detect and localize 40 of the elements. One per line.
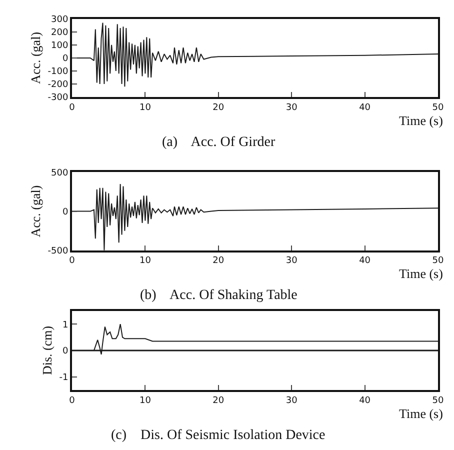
y-tick-label: 1	[62, 320, 68, 330]
x-tick-label: 0	[69, 396, 76, 406]
y-tick-label: 100	[51, 41, 68, 52]
x-tick-label: 10	[139, 102, 152, 113]
y-tick-label: 300	[51, 15, 68, 26]
x-tick-label: 20	[212, 396, 224, 406]
x-tick-label: 40	[359, 256, 371, 266]
y-axis-title: Acc. (gal)	[28, 32, 44, 84]
x-tick-label: 30	[286, 396, 298, 406]
x-tick-label: 40	[359, 102, 371, 113]
x-axis-title: Time (s)	[399, 113, 443, 128]
y-tick-label: 0	[62, 54, 68, 64]
x-tick-label: 30	[286, 256, 298, 266]
x-tick-label: 10	[139, 256, 152, 266]
x-tick-label: 20	[212, 256, 224, 266]
y-tick-label: 0	[62, 346, 68, 357]
x-tick-label: 50	[432, 256, 444, 266]
x-tick-label: 40	[359, 396, 371, 406]
text: (b) Acc. Of Shaking Table	[140, 288, 298, 303]
x-axis-title: Time (s)	[399, 406, 443, 421]
x-tick-label: 0	[69, 102, 76, 113]
y-tick-label: 0	[62, 207, 68, 218]
x-tick-label: 50	[432, 102, 444, 113]
y-tick-label: 200	[51, 28, 68, 38]
text: (c) Dis. Of Seismic Isolation Device	[111, 428, 326, 443]
x-tick-label: 10	[139, 396, 152, 406]
x-tick-label: 20	[212, 102, 224, 113]
x-axis-title: Time (s)	[399, 266, 443, 281]
y-tick-label: -500	[48, 246, 68, 257]
x-tick-label: 0	[69, 256, 76, 266]
y-tick-label: -300	[48, 93, 68, 104]
y-tick-label: -200	[48, 80, 68, 90]
text: (a) Acc. Of Girder	[162, 135, 276, 150]
y-axis-title: Acc. (gal)	[28, 185, 44, 238]
y-tick-label: -1	[59, 373, 68, 384]
y-tick-label: 500	[51, 168, 68, 178]
y-tick-label: -100	[48, 67, 68, 78]
y-axis-title: Dis. (cm)	[40, 326, 55, 376]
x-tick-label: 50	[432, 396, 444, 406]
x-tick-label: 30	[286, 102, 298, 113]
